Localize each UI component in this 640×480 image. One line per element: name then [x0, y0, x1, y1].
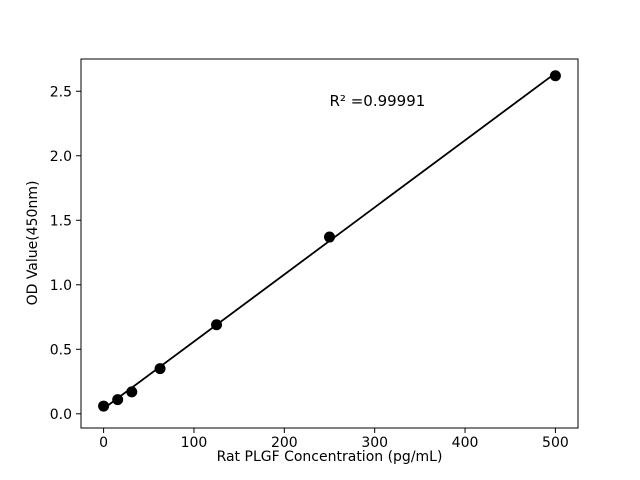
- data-point: [154, 363, 166, 375]
- y-tick-label: 2.0: [50, 149, 72, 165]
- x-tick-label: 0: [99, 435, 108, 451]
- y-axis-label: OD Value(450nm): [25, 180, 41, 306]
- data-point: [112, 394, 124, 406]
- x-tick-label: 300: [361, 435, 388, 451]
- plot-area: [81, 59, 578, 428]
- x-tick-label: 400: [452, 435, 479, 451]
- r-squared-annotation: R² =0.99991: [329, 92, 426, 111]
- data-point: [98, 400, 110, 412]
- x-tick-label: 500: [542, 435, 569, 451]
- data-point: [324, 231, 335, 243]
- x-tick-label: 100: [181, 435, 208, 451]
- x-axis-label: Rat PLGF Concentration (pg/mL): [216, 449, 443, 465]
- plot-border: [80, 58, 579, 429]
- x-tick-label: 200: [271, 435, 298, 451]
- data-point: [549, 70, 561, 82]
- data-point: [126, 386, 138, 398]
- y-tick-label: 0.0: [50, 407, 72, 423]
- y-tick-label: 1.5: [50, 213, 72, 229]
- y-tick-label: 2.5: [50, 84, 72, 100]
- y-tick-label: 0.5: [50, 342, 72, 358]
- data-point: [211, 319, 223, 331]
- y-tick-label: 1.0: [50, 278, 72, 294]
